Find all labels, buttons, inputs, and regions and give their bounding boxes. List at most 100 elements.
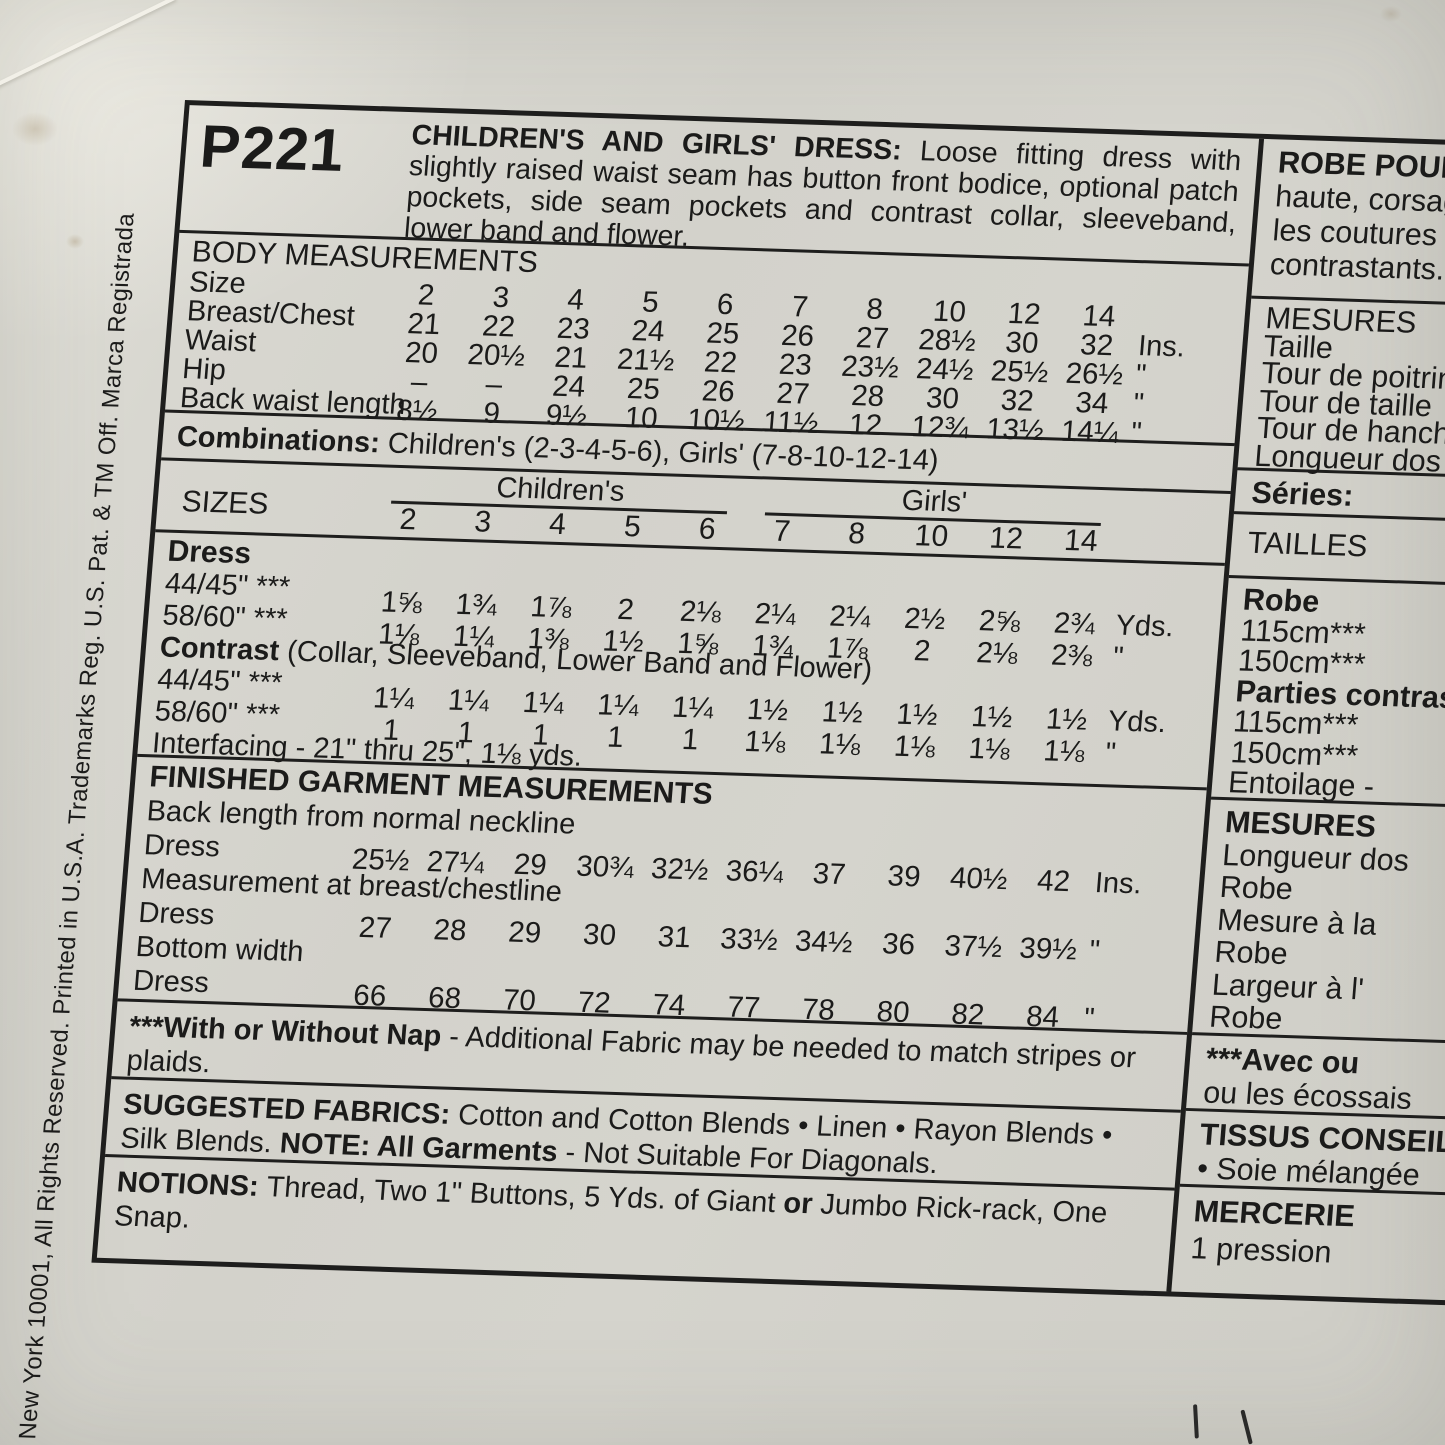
value-cell: 23½ [840,349,901,385]
value-cell: 2 [416,278,436,312]
size-value: 14 [1062,523,1099,558]
value-cell: 70 [501,983,538,1018]
value-cell: – [484,367,504,402]
pattern-info-table: P221 CHILDREN'S AND GIRLS' DRESS: Loose … [91,100,1445,1307]
paper-stain [66,234,84,249]
value-cell: 2⅜ [1049,638,1094,673]
value-cell: 14¼ [1059,414,1120,450]
value-cell: 24½ [914,352,975,387]
value-cell: 9½ [544,398,589,433]
value-cell: 1⅛ [817,727,862,762]
size-value: 2 [398,502,418,537]
value-cell: 1½ [820,695,865,730]
value-cell: 10½ [685,402,746,438]
french-section: MESURES Taille Tour de poitrine Tour de tai… [1237,298,1445,481]
value-cell: 24 [551,369,587,404]
value-cell: 82 [950,997,986,1032]
value-cell: 2⅝ [977,604,1022,639]
value-cell: 84 [1024,999,1061,1034]
value-cell: 1 [531,718,551,752]
value-cell: 22 [702,345,739,380]
value-cell: 13½ [984,412,1046,448]
value-cell: 12 [847,408,884,443]
french-section: ***Avec ou ou les écossais [1185,1035,1445,1122]
size-value: 6 [697,512,717,546]
size-value: 12 [988,521,1025,556]
value-cell: 33½ [719,922,780,958]
value-cell: 28 [432,913,468,948]
unit-label: Yds. [1114,609,1175,644]
bold-text: NOTE: All Garments [278,1127,559,1169]
value-cell: 1¼ [446,683,491,718]
value-cell: 36¼ [724,854,785,890]
value-cell: 34½ [793,924,854,960]
value-cell: 1½ [970,700,1014,735]
value-cell: 26 [779,318,816,353]
value-cell: 2¾ [1052,606,1097,641]
value-cell: 1⅛ [1042,734,1086,769]
value-cell: 37½ [943,929,1004,965]
value-cell: 10 [623,401,659,435]
value-cell: 1⅝ [676,626,720,661]
unit-label: " [1104,737,1117,770]
value-cell: 42 [1035,864,1072,899]
finished-garment-table: Back length from normal neckline Dress 25½… [132,794,1204,1035]
value-cell: 72 [576,985,612,1020]
value-cell: 77 [725,990,762,1025]
value-cell: 23 [777,347,814,382]
bold-text: Combinations: [175,420,390,460]
finished-garment-section: FINISHED GARMENT MEASUREMENTS Back lengt… [117,756,1207,1035]
value-cell: 4 [566,283,586,317]
value-cell: 1 [381,713,401,748]
value-cell: 29 [512,847,549,882]
value-cell: 39½ [1018,931,1079,967]
value-cell: 30 [581,917,618,952]
value-cell: 23 [555,311,592,346]
value-cell: 1⅛ [743,724,787,760]
french-section: MESURES Longueur dos Robe Mesure à la Robe La… [1191,799,1445,1046]
size-value: 4 [547,507,568,542]
value-cell: 27¼ [425,845,486,880]
value-cell: 27 [357,910,394,945]
value-cell: 1⅞ [529,590,573,625]
french-line: Séries: [1250,475,1355,513]
value-cell: 1½ [745,692,790,728]
value-cell: 26½ [1064,356,1125,392]
value-cell: 9 [482,396,502,431]
value-cell: 2⅛ [678,594,723,630]
value-cell: 1¼ [670,690,715,725]
value-cell: 1¼ [596,688,640,723]
value-cell: 7 [790,290,810,324]
bold-text: Contrast [158,631,289,668]
value-cell: 1⅞ [825,631,870,666]
value-cell: 1 [680,722,700,757]
value-cell: 28 [850,379,886,414]
unit-label: " [1082,1002,1096,1035]
value-cell: 12¾ [910,410,971,445]
value-cell: 14 [1081,299,1117,334]
value-cell: 1⅜ [526,622,571,657]
french-line: 1 pression [1189,1231,1333,1270]
value-cell: 1½ [895,697,939,732]
value-cell: 1¾ [454,587,499,623]
value-cell: 40½ [948,861,1009,897]
size-value: 3 [473,505,493,539]
value-cell: 21½ [615,342,676,378]
french-section: MERCERIE 1 pression [1171,1187,1445,1302]
value-cell: 1⅛ [967,731,1012,767]
size-value: 7 [772,514,792,549]
value-cell: 31 [656,920,693,955]
value-cell: 25 [625,372,662,407]
value-cell: 21 [406,307,442,342]
value-cell: 1⅛ [892,729,937,764]
value-cell: 66 [352,978,388,1013]
paper-stain [12,112,58,146]
value-cell: 1¼ [521,685,566,721]
unit-label: Yds. [1106,705,1168,740]
value-cell: 2⅛ [975,636,1019,671]
value-cell: 1⅛ [377,617,421,652]
value-cell: 1 [456,715,476,750]
value-cell: 2¼ [828,599,872,634]
